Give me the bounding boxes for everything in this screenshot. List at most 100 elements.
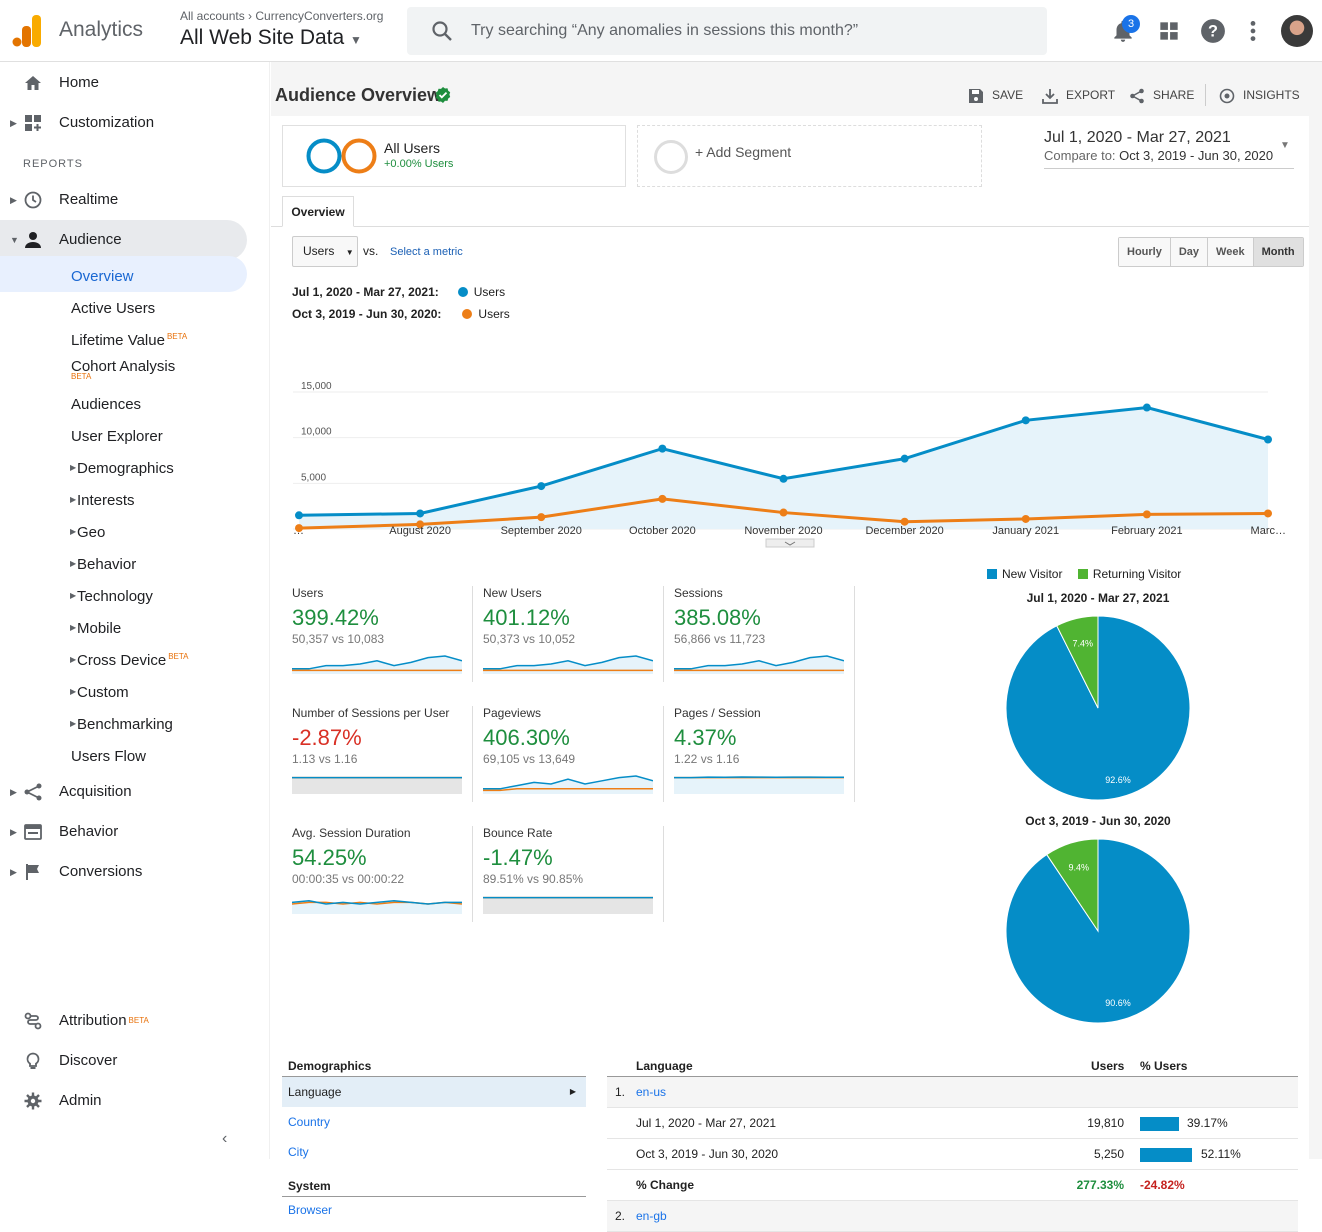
sparkline-current xyxy=(483,655,653,670)
expand-caret-icon: ▶ xyxy=(70,527,77,536)
sidebar-sub-behavior[interactable]: ▶ Behavior xyxy=(70,556,136,573)
more-options-icon[interactable] xyxy=(1240,18,1266,44)
metric-tile[interactable]: Bounce Rate -1.47% 89.51% vs 90.85% xyxy=(483,826,665,922)
sidebar-sub-geo[interactable]: ▶ Geo xyxy=(70,524,105,541)
data-point[interactable] xyxy=(1142,403,1151,412)
granularity-day-button[interactable]: Day xyxy=(1170,238,1209,266)
user-avatar[interactable] xyxy=(1281,15,1313,47)
share-button[interactable]: SHARE xyxy=(1129,88,1194,104)
metric-title: Pages / Session xyxy=(674,706,761,720)
page-title: Audience Overview xyxy=(275,85,442,105)
language-link[interactable]: en-us xyxy=(636,1085,667,1099)
data-point[interactable] xyxy=(658,494,667,503)
data-point[interactable] xyxy=(1264,509,1272,518)
beta-badge: BETA xyxy=(166,332,188,341)
system-browser-link[interactable]: Browser xyxy=(288,1203,333,1217)
data-point[interactable] xyxy=(779,474,788,483)
sidebar-sub-demographics[interactable]: ▶ Demographics xyxy=(70,460,174,477)
analytics-logo-icon[interactable] xyxy=(12,15,42,47)
data-point[interactable] xyxy=(416,509,425,518)
metric-tile[interactable]: Pages / Session 4.37% 1.22 vs 1.16 xyxy=(674,706,856,802)
sidebar-sub-cohort-analysis[interactable]: Cohort Analysis BETA xyxy=(71,358,175,381)
pie-slice-returning-visitor[interactable] xyxy=(1046,838,1099,933)
data-point[interactable] xyxy=(1264,435,1272,444)
demographics-city-link[interactable]: City xyxy=(288,1145,309,1159)
granularity-hourly-button[interactable]: Hourly xyxy=(1119,238,1171,266)
collapse-sidebar-icon[interactable]: ‹ xyxy=(222,1130,228,1147)
sparkline-current xyxy=(674,776,844,779)
metric-compare: 69,105 vs 13,649 xyxy=(483,752,576,766)
sparkline-fill xyxy=(674,656,844,674)
sidebar-sub-cross-device[interactable]: ▶ Cross Device BETA xyxy=(70,652,189,669)
sidebar-sub-label: Overview xyxy=(71,268,134,285)
col-pct-users-header[interactable]: % Users xyxy=(1140,1059,1188,1073)
metric-selector[interactable]: Users ▼ xyxy=(292,236,358,267)
data-point[interactable] xyxy=(1142,510,1151,519)
data-point[interactable] xyxy=(1021,514,1030,523)
sidebar-sub-audiences[interactable]: Audiences xyxy=(71,396,141,413)
col-language-header: Language xyxy=(636,1059,693,1073)
date-dropdown-arrow-icon[interactable]: ▼ xyxy=(1280,140,1290,151)
sidebar-sub-users-flow[interactable]: Users Flow xyxy=(71,748,146,765)
data-point[interactable] xyxy=(779,508,788,517)
metric-tile[interactable]: Users 399.42% 50,357 vs 10,083 xyxy=(292,586,474,682)
sidebar-sub-custom[interactable]: ▶ Custom xyxy=(70,684,129,701)
data-point[interactable] xyxy=(658,444,667,453)
sidebar-sub-active-users[interactable]: Active Users xyxy=(71,300,155,317)
insights-button[interactable]: INSIGHTS xyxy=(1219,88,1300,104)
change-label: % Change xyxy=(636,1178,695,1192)
pie-slice-returning-visitor[interactable] xyxy=(1056,615,1099,709)
export-label: EXPORT xyxy=(1066,88,1116,103)
data-point[interactable] xyxy=(537,513,546,522)
sidebar-item-label: Audience xyxy=(59,231,122,248)
chart-expand-handle[interactable] xyxy=(765,538,815,548)
metric-tile[interactable]: Number of Sessions per User -2.87% 1.13 vs… xyxy=(292,706,474,802)
language-link[interactable]: en-gb xyxy=(636,1209,667,1223)
sidebar-sub-benchmarking[interactable]: ▶ Benchmarking xyxy=(70,716,173,733)
col-users-header[interactable]: Users xyxy=(1091,1059,1125,1073)
data-point[interactable] xyxy=(416,520,425,529)
metric-compare: 56,866 vs 11,723 xyxy=(674,632,766,646)
view-selector[interactable]: All Web Site Data ▼ xyxy=(180,26,362,50)
sidebar-sub-technology[interactable]: ▶ Technology xyxy=(70,588,153,605)
legend-current: Jul 1, 2020 - Mar 27, 2021: Users xyxy=(292,285,505,299)
sidebar-item-customization[interactable]: ▶ Customization xyxy=(0,103,270,143)
sidebar-item-label: Discover xyxy=(59,1052,118,1069)
metric-tile[interactable]: New Users 401.12% 50,373 vs 10,052 xyxy=(483,586,665,682)
granularity-week-button[interactable]: Week xyxy=(1208,238,1254,266)
date-range-main[interactable]: Jul 1, 2020 - Mar 27, 2021 xyxy=(1044,129,1231,146)
apps-grid-icon[interactable] xyxy=(1156,18,1182,44)
date-range-compare[interactable]: Compare to: Oct 3, 2019 - Jun 30, 2020 xyxy=(1044,148,1273,163)
metric-tile[interactable]: Pageviews 406.30% 69,105 vs 13,649 xyxy=(483,706,665,802)
tab-overview[interactable]: Overview xyxy=(282,196,354,227)
add-segment-button[interactable]: + Add Segment xyxy=(637,125,982,187)
help-icon[interactable]: ? xyxy=(1200,18,1226,44)
data-point[interactable] xyxy=(900,454,909,463)
add-segment-label: + Add Segment xyxy=(695,144,792,160)
expand-caret-icon: ▶ xyxy=(70,495,77,504)
sidebar-sub-overview[interactable]: Overview xyxy=(71,268,134,285)
sidebar-sub-lifetime-value[interactable]: Lifetime Value BETA xyxy=(71,332,187,349)
save-button[interactable]: SAVE xyxy=(968,88,1023,104)
demographics-country-link[interactable]: Country xyxy=(288,1115,331,1129)
segment-all-users[interactable]: All Users +0.00% Users xyxy=(282,125,626,187)
sidebar-sub-label: Cross Device xyxy=(77,652,167,669)
sidebar-sub-user-explorer[interactable]: User Explorer xyxy=(71,428,163,445)
search-input[interactable]: Try searching “Any anomalies in sessions… xyxy=(407,7,1047,55)
select-metric-link[interactable]: Select a metric xyxy=(390,246,463,258)
metric-divider xyxy=(472,826,473,922)
sidebar-sub-interests[interactable]: ▶ Interests xyxy=(70,492,135,509)
data-point[interactable] xyxy=(537,482,546,491)
data-point[interactable] xyxy=(900,517,909,526)
sidebar-sub-mobile[interactable]: ▶ Mobile xyxy=(70,620,121,637)
metric-tile[interactable]: Avg. Session Duration 54.25% 00:00:35 vs 0… xyxy=(292,826,474,922)
data-point[interactable] xyxy=(295,511,303,520)
demographics-language-item[interactable]: Language ▶ xyxy=(282,1077,586,1107)
data-point[interactable] xyxy=(1021,416,1030,425)
export-button[interactable]: EXPORT xyxy=(1042,88,1115,104)
account-breadcrumb[interactable]: All accounts › CurrencyConverters.org xyxy=(180,9,384,23)
row-date-range: Jul 1, 2020 - Mar 27, 2021 xyxy=(636,1116,777,1130)
data-point[interactable] xyxy=(295,524,303,533)
metric-tile[interactable]: Sessions 385.08% 56,866 vs 11,723 xyxy=(674,586,856,682)
granularity-month-button[interactable]: Month xyxy=(1253,238,1303,266)
